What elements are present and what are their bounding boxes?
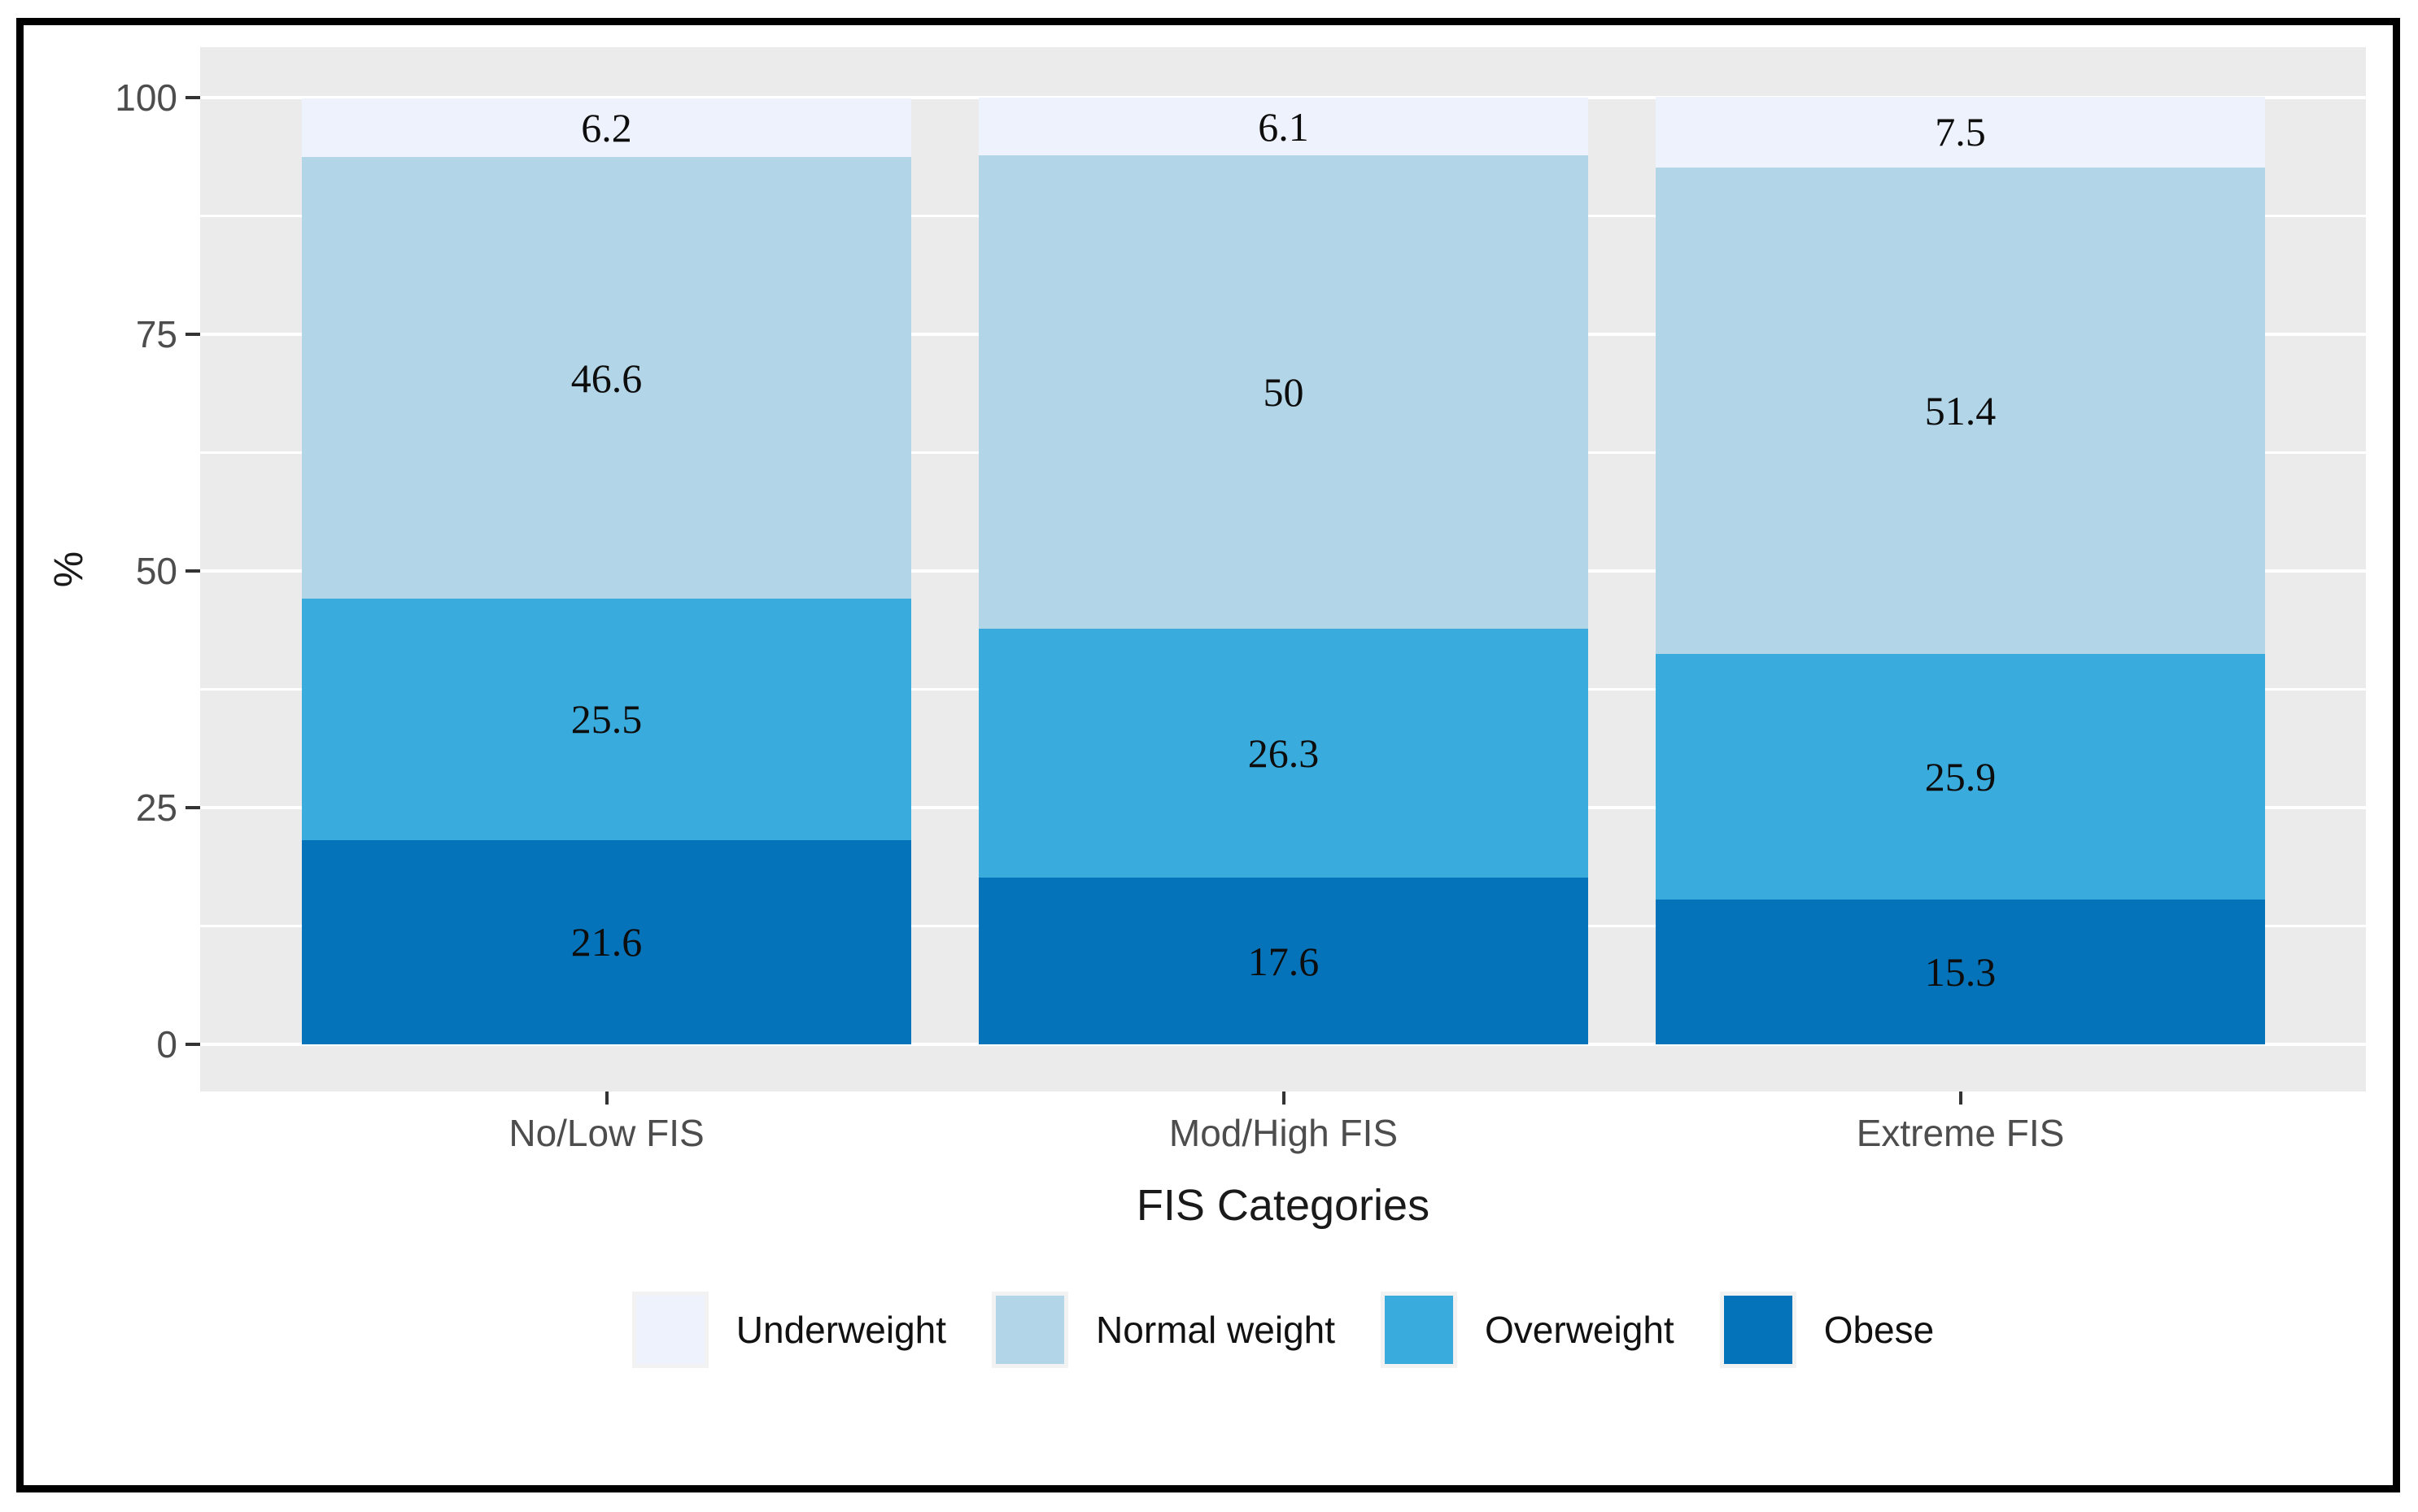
bar-value-label: 6.2 (581, 105, 632, 151)
legend-entry: Normal weight (992, 1292, 1335, 1368)
bar-value-label: 7.5 (1935, 109, 1986, 155)
bar-segment (979, 878, 1588, 1044)
legend-entry: Obese (1719, 1292, 1935, 1368)
bar-segment (979, 155, 1588, 630)
y-tick-label: 100 (115, 76, 177, 119)
bar-segment (1656, 96, 2265, 168)
bar-segment (1656, 899, 2265, 1044)
legend-label: Overweight (1485, 1309, 1674, 1351)
bar-segment (302, 598, 911, 840)
bar-value-label: 46.6 (570, 355, 643, 401)
legend-entry: Overweight (1381, 1292, 1674, 1368)
legend-label: Obese (1823, 1309, 1935, 1351)
y-axis-tick (185, 569, 200, 573)
legend-label: Underweight (735, 1309, 947, 1351)
gridline-major (200, 1043, 2366, 1046)
plot-panel: 21.6 25.5 46.6 6.2 17.6 26.3 50 6.1 15.3 25.9 51.4… (200, 47, 2366, 1092)
x-axis-title: FIS Categories (1136, 1181, 1430, 1230)
bar-segment (302, 157, 911, 599)
x-axis-tick (1958, 1092, 1962, 1105)
bar-3: 15.3 25.9 51.4 7.5 (1656, 96, 2265, 1044)
x-tick-label: No/Low FIS (508, 1112, 705, 1154)
legend-label: Normal weight (1096, 1309, 1336, 1351)
x-axis-tick (604, 1092, 609, 1105)
bar-segment (302, 98, 911, 158)
legend-key-swatch (992, 1292, 1069, 1368)
bar-segment (1656, 168, 2265, 655)
bar-value-label: 26.3 (1247, 730, 1320, 777)
bar-segment (1656, 654, 2265, 900)
legend-key-swatch (631, 1292, 709, 1368)
y-tick-label: 25 (135, 787, 177, 829)
y-tick-label: 75 (135, 313, 177, 355)
legend-key-swatch (1381, 1292, 1458, 1368)
bar-segment (979, 629, 1588, 878)
y-axis-tick (185, 96, 200, 99)
bar-value-label: 25.9 (1924, 754, 1997, 800)
bar-value-label: 21.6 (570, 919, 643, 965)
x-axis-tick (1281, 1092, 1285, 1105)
gridline-major (200, 96, 2366, 99)
bar-value-label: 50 (1263, 369, 1304, 415)
bar-segment (302, 839, 911, 1044)
bar-1: 21.6 25.5 46.6 6.2 (302, 98, 911, 1044)
y-axis-title: % (46, 551, 91, 588)
y-tick-label: 50 (135, 550, 177, 592)
legend-entry: Underweight (631, 1292, 947, 1368)
bar-value-label: 15.3 (1924, 948, 1997, 995)
y-axis-tick (185, 806, 200, 809)
y-tick-label: 0 (156, 1023, 177, 1065)
legend: Underweight Normal weight Overweight Obese (200, 1292, 2366, 1368)
y-axis-tick (185, 333, 200, 336)
bar-value-label: 6.1 (1258, 103, 1309, 150)
legend-key-swatch (1719, 1292, 1796, 1368)
bar-value-label: 51.4 (1924, 388, 1997, 434)
bar-value-label: 17.6 (1247, 938, 1320, 984)
bar-2: 17.6 26.3 50 6.1 (979, 98, 1588, 1044)
x-tick-label: Extreme FIS (1856, 1112, 2065, 1154)
bar-value-label: 25.5 (570, 696, 643, 743)
x-tick-label: Mod/High FIS (1168, 1112, 1399, 1154)
y-axis-tick (185, 1043, 200, 1046)
bar-segment (979, 98, 1588, 156)
